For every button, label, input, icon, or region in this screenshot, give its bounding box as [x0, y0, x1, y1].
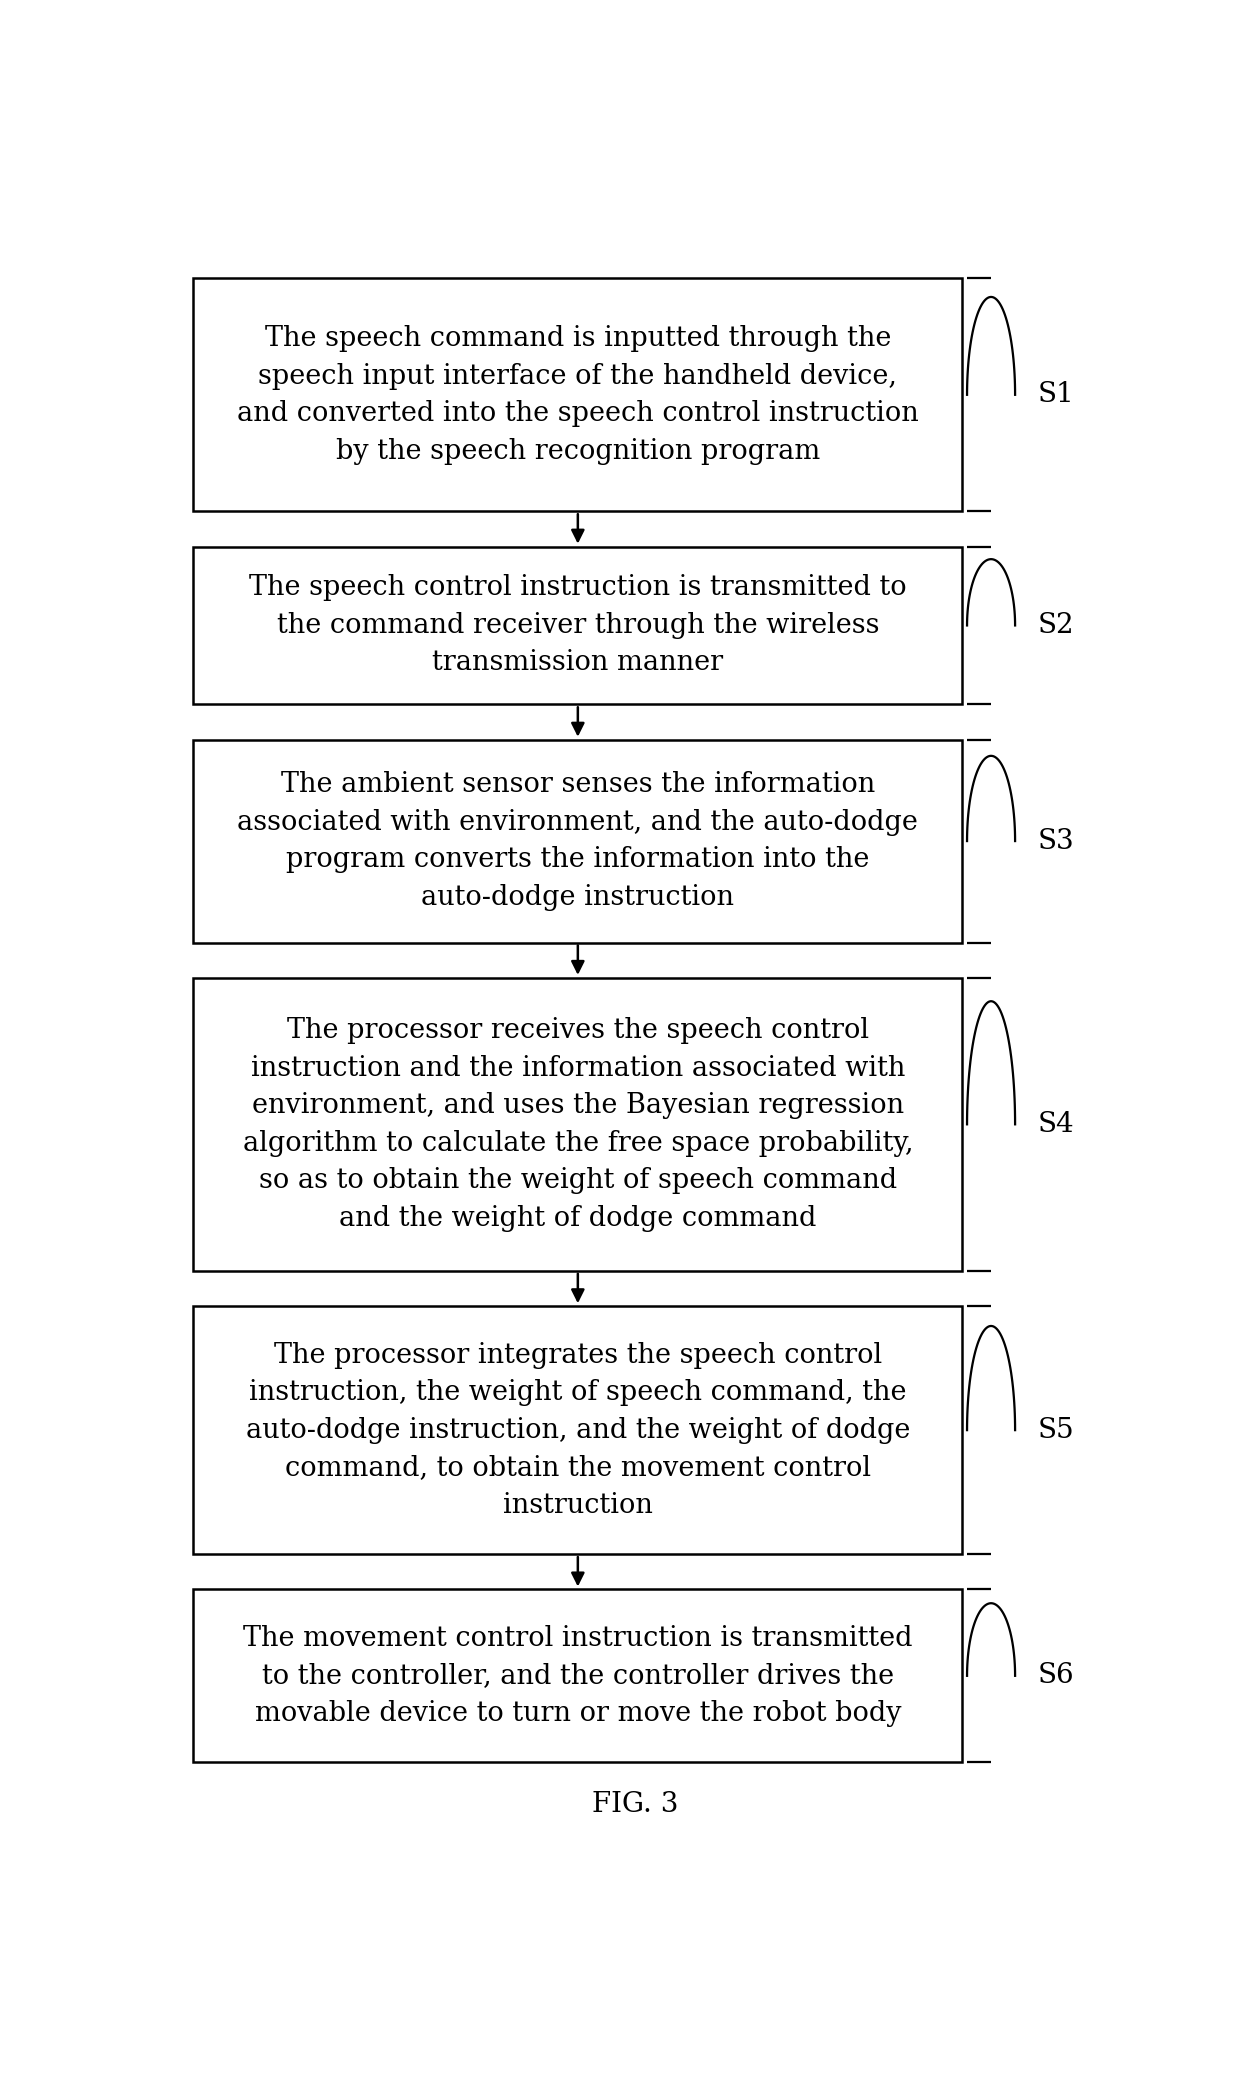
Bar	[193, 1588, 962, 1763]
Bar	[193, 279, 962, 511]
Text: The processor receives the speech control
instruction and the information associ: The processor receives the speech contro…	[243, 1017, 913, 1231]
Text: The movement control instruction is transmitted
to the controller, and the contr: The movement control instruction is tran…	[243, 1626, 913, 1728]
Bar	[193, 547, 962, 705]
Text: FIG. 3: FIG. 3	[593, 1792, 678, 1817]
Text: The ambient sensor senses the information
associated with environment, and the a: The ambient sensor senses the informatio…	[237, 771, 919, 911]
Text: S3: S3	[1037, 827, 1074, 854]
Bar	[193, 1306, 962, 1555]
Text: S6: S6	[1037, 1663, 1074, 1690]
Text: The speech control instruction is transmitted to
the command receiver through th: The speech control instruction is transm…	[249, 574, 906, 676]
Bar	[193, 977, 962, 1270]
Text: S5: S5	[1037, 1416, 1074, 1443]
Text: S1: S1	[1037, 380, 1074, 407]
Text: S4: S4	[1037, 1110, 1074, 1137]
Text: The speech command is inputted through the
speech input interface of the handhel: The speech command is inputted through t…	[237, 324, 919, 464]
Text: The processor integrates the speech control
instruction, the weight of speech co: The processor integrates the speech cont…	[246, 1341, 910, 1518]
Bar	[193, 740, 962, 942]
Text: S2: S2	[1037, 611, 1074, 638]
